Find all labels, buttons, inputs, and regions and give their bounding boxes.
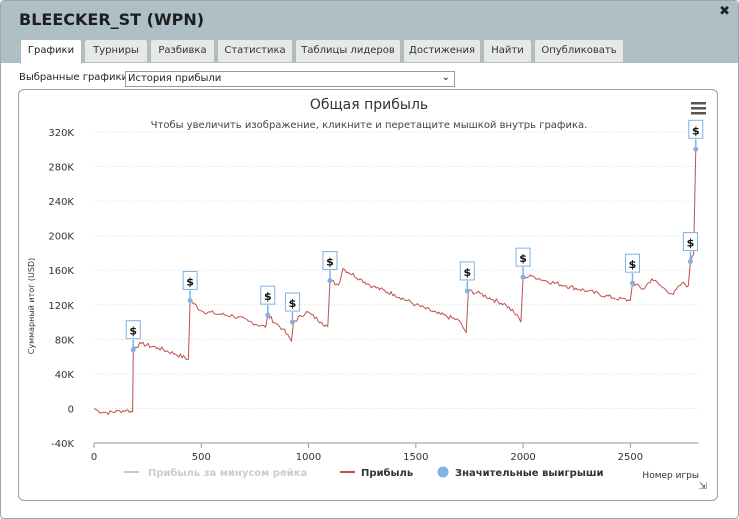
- chart-legend: Прибыль за минусом рейка Прибыль Значите…: [124, 466, 604, 479]
- big-win-point[interactable]: [629, 280, 635, 286]
- tab-statistics[interactable]: Статистика: [217, 39, 293, 62]
- tab-find[interactable]: Найти: [483, 39, 532, 62]
- big-win-flag-box: [688, 119, 704, 139]
- tab-leaderboards[interactable]: Таблицы лидеров: [295, 39, 401, 62]
- big-win-flag-box: [515, 247, 531, 267]
- x-tick-label: 2000: [510, 452, 535, 463]
- big-win-flag[interactable]: $: [459, 261, 475, 281]
- big-win-point[interactable]: [687, 259, 693, 265]
- dollar-icon: $: [326, 256, 334, 269]
- big-win-flag-box: [459, 261, 475, 281]
- graph-selector-label: Выбранные графики:: [19, 72, 132, 83]
- y-tick-label: 200K: [48, 232, 74, 243]
- big-win-flag[interactable]: $: [260, 285, 276, 305]
- big-win-flag[interactable]: $: [182, 270, 198, 290]
- legend-big-wins[interactable]: Значительные выигрыши: [455, 468, 604, 479]
- tab-tournaments[interactable]: Турниры: [84, 39, 148, 62]
- big-win-point[interactable]: [327, 278, 333, 284]
- y-tick-label: 280K: [48, 163, 74, 174]
- big-win-flag-box: [682, 232, 698, 252]
- y-tick-label: 80K: [55, 335, 75, 346]
- big-win-flag-box: [284, 292, 300, 312]
- dollar-icon: $: [692, 124, 700, 137]
- big-win-point[interactable]: [130, 347, 136, 353]
- y-tick-label: 120K: [48, 301, 74, 312]
- window-titlebar: BLEECKER_ST (WPN) ✖ Графики Турниры Разб…: [1, 1, 738, 64]
- hamburger-menu-icon[interactable]: [691, 102, 706, 115]
- x-tick-label: 500: [192, 452, 211, 463]
- y-tick-label: 0: [68, 404, 74, 415]
- big-win-flag-box: [182, 270, 198, 290]
- big-win-flag-box: [322, 251, 338, 271]
- dollar-icon: $: [463, 266, 471, 279]
- chevron-down-icon: ⌄: [441, 72, 450, 83]
- profit-chart[interactable]: Общая прибыль Чтобы увеличить изображени…: [18, 89, 718, 501]
- y-tick-label: 320K: [48, 128, 74, 139]
- tab-achievements[interactable]: Достижения: [403, 39, 481, 62]
- big-win-point[interactable]: [289, 319, 295, 325]
- chart-subtitle: Чтобы увеличить изображение, кликните и …: [151, 120, 588, 131]
- chart-svg[interactable]: Общая прибыль Чтобы увеличить изображени…: [19, 90, 717, 500]
- big-win-flag-box: [624, 253, 640, 273]
- big-win-flag[interactable]: $: [688, 119, 704, 139]
- graph-select[interactable]: История прибыли ⌄: [125, 71, 455, 87]
- window-title: BLEECKER_ST (WPN): [19, 10, 205, 29]
- tab-graphs[interactable]: Графики: [20, 39, 82, 64]
- dollar-icon: $: [289, 297, 297, 310]
- resize-handle-icon[interactable]: ⇲: [698, 481, 707, 492]
- x-tick-label: 1000: [296, 452, 321, 463]
- y-tick-label: 40K: [55, 370, 75, 381]
- big-win-point[interactable]: [464, 288, 470, 294]
- y-tick-label: 240K: [48, 197, 74, 208]
- big-win-flag-box: [125, 320, 141, 340]
- legend-net-profit[interactable]: Прибыль за минусом рейка: [148, 467, 307, 479]
- big-win-point[interactable]: [187, 297, 193, 303]
- y-tick-label: -40K: [51, 439, 74, 450]
- dollar-icon: $: [687, 237, 695, 250]
- chart-title: Общая прибыль: [310, 97, 428, 113]
- big-win-flag[interactable]: $: [322, 251, 338, 271]
- dollar-icon: $: [519, 252, 527, 265]
- big-win-point[interactable]: [520, 274, 526, 280]
- dollar-icon: $: [129, 325, 137, 338]
- x-axis-label: Номер игры: [642, 471, 699, 481]
- y-tick-label: 160K: [48, 266, 74, 277]
- big-win-point[interactable]: [693, 146, 699, 152]
- big-win-flag[interactable]: $: [125, 320, 141, 340]
- graph-select-value: История прибыли: [128, 73, 222, 84]
- big-win-flag[interactable]: $: [284, 292, 300, 312]
- dollar-icon: $: [264, 290, 272, 303]
- big-win-flag-box: [260, 285, 276, 305]
- dollar-icon: $: [629, 258, 637, 271]
- legend-big-wins-marker: [437, 466, 449, 478]
- legend-profit[interactable]: Прибыль: [361, 467, 413, 479]
- big-win-point[interactable]: [265, 312, 271, 318]
- big-win-flag[interactable]: $: [682, 232, 698, 252]
- big-win-flag[interactable]: $: [624, 253, 640, 273]
- x-tick-label: 1500: [403, 452, 428, 463]
- x-tick-label: 0: [91, 452, 97, 463]
- dollar-icon: $: [186, 275, 194, 288]
- tab-breakdown[interactable]: Разбивка: [150, 39, 215, 62]
- close-icon[interactable]: ✖: [719, 4, 730, 19]
- y-axis-label: Суммарный итог (USD): [27, 258, 36, 355]
- big-win-flag[interactable]: $: [515, 247, 531, 267]
- x-tick-label: 2500: [618, 452, 643, 463]
- tab-publish[interactable]: Опубликовать: [534, 39, 624, 62]
